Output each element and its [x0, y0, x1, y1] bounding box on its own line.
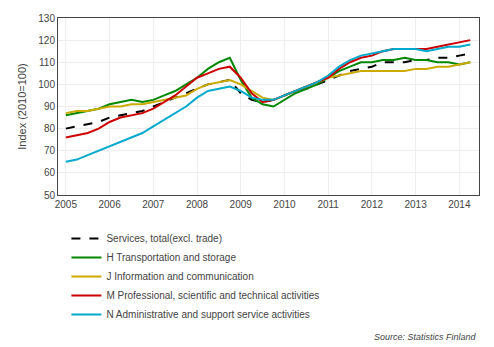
svg-text:Services, total(excl. trade): Services, total(excl. trade) — [106, 233, 222, 244]
svg-text:Source: Statistics Finland: Source: Statistics Finland — [374, 332, 477, 342]
svg-text:2005: 2005 — [55, 199, 78, 210]
svg-text:2008: 2008 — [186, 199, 209, 210]
svg-text:2006: 2006 — [98, 199, 121, 210]
svg-text:2014: 2014 — [448, 199, 471, 210]
svg-text:110: 110 — [39, 57, 55, 68]
svg-text:130: 130 — [38, 13, 55, 24]
svg-text:70: 70 — [44, 145, 56, 156]
svg-text:2010: 2010 — [273, 199, 296, 210]
svg-text:90: 90 — [44, 101, 56, 112]
svg-text:50: 50 — [44, 190, 56, 201]
svg-text:120: 120 — [38, 35, 55, 46]
svg-text:2013: 2013 — [404, 199, 427, 210]
svg-text:M Professional, scientific and: M Professional, scientific and technical… — [106, 290, 319, 301]
svg-text:Index (2010=100): Index (2010=100) — [16, 63, 28, 150]
svg-text:2009: 2009 — [230, 199, 253, 210]
svg-text:2012: 2012 — [361, 199, 384, 210]
svg-text:80: 80 — [44, 123, 56, 134]
svg-text:N Administrative and support s: N Administrative and support service act… — [106, 309, 309, 320]
svg-text:H Transportation and storage: H Transportation and storage — [106, 252, 236, 263]
svg-text:100: 100 — [38, 79, 55, 90]
svg-text:2011: 2011 — [317, 199, 339, 210]
svg-text:2007: 2007 — [142, 199, 165, 210]
svg-text:60: 60 — [44, 167, 56, 178]
svg-text:J Information and communicatio: J Information and communication — [106, 271, 253, 282]
